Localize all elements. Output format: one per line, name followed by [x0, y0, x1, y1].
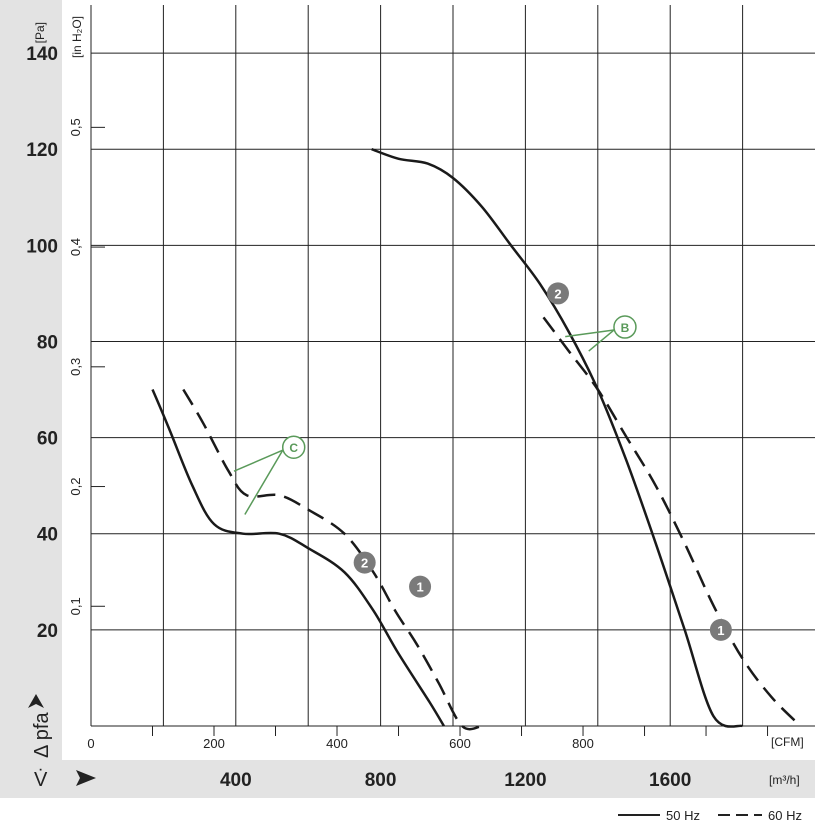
x-unit-label: [m³/h] — [769, 773, 800, 787]
x-tick-label: 400 — [220, 770, 252, 791]
x-axis-label: V̇ — [34, 769, 48, 791]
y-tick-label: 140 — [26, 44, 58, 65]
annotation-b: B — [565, 315, 637, 352]
x2-tick-label: 0 — [87, 736, 94, 751]
y-axis-arrow-icon — [28, 694, 44, 708]
series-line-3 — [542, 316, 802, 727]
y2-tick-label: 0,3 — [68, 358, 83, 376]
curve-marker-circle — [353, 551, 376, 574]
legend-label-50hz: 50 Hz — [666, 808, 700, 823]
annotation-label: C — [289, 441, 298, 455]
x2-tick-label: 200 — [203, 736, 225, 751]
x2-tick-label: 800 — [572, 736, 594, 751]
x2-tick-label: 600 — [449, 736, 471, 751]
annotation-circle — [281, 435, 306, 459]
curve-marker-label: 1 — [416, 580, 423, 595]
curve-marker-1-low: 1 — [409, 575, 432, 598]
y-tick-label: 120 — [26, 140, 58, 161]
curve-marker-circle — [409, 575, 432, 598]
y2-tick-label: 0,1 — [68, 597, 83, 615]
curve-marker-circle — [546, 282, 569, 305]
series-line-2 — [371, 148, 743, 728]
y-tick-label: 60 — [37, 429, 58, 450]
annotation-leader — [588, 329, 615, 352]
annotation-leader — [565, 329, 615, 338]
y2-tick-label: 0,4 — [68, 238, 83, 256]
curve-marker-2-high: 2 — [546, 282, 569, 305]
annotation-leader — [233, 449, 284, 472]
annotation-leader — [244, 449, 284, 515]
y2-unit-label: [in H₂O] — [70, 16, 84, 58]
y-unit-label: [Pa] — [33, 22, 47, 43]
x2-unit-label: [CFM] — [771, 735, 804, 749]
curve-marker-label: 2 — [554, 286, 561, 301]
curve-marker-2-low: 2 — [353, 551, 376, 574]
y-axis-band — [0, 0, 62, 760]
x-axis-band — [0, 760, 815, 798]
annotation-circle — [613, 315, 637, 339]
annotations: CB — [233, 315, 637, 515]
x-tick-label: 1200 — [504, 770, 546, 791]
x2-tick-label: 400 — [326, 736, 348, 751]
legend-label-60hz: 60 Hz — [768, 808, 802, 823]
y-tick-label: 100 — [26, 236, 58, 257]
x-tick-label: 1600 — [649, 770, 691, 791]
series-line-0 — [151, 388, 445, 727]
y2-tick-label: 0,2 — [68, 478, 83, 496]
curve-marker-label: 2 — [361, 556, 368, 571]
y2-tick-label: 0,5 — [68, 118, 83, 136]
y-axis-label: Δ pfa — [31, 712, 53, 758]
curve-marker-1-high: 1 — [709, 618, 732, 641]
annotation-c: C — [233, 435, 306, 515]
y-tick-label: 20 — [37, 621, 58, 642]
curves: 1 2 1 2 — [151, 148, 802, 731]
x-axis-arrow-icon — [76, 770, 96, 786]
annotation-label: B — [621, 321, 630, 335]
curve-marker-circle — [709, 618, 732, 641]
y-tick-label: 80 — [37, 332, 58, 353]
y-tick-label: 40 — [37, 525, 58, 546]
series-line-1 — [182, 388, 483, 731]
x-tick-label: 800 — [365, 770, 397, 791]
curve-marker-label: 1 — [717, 623, 724, 638]
